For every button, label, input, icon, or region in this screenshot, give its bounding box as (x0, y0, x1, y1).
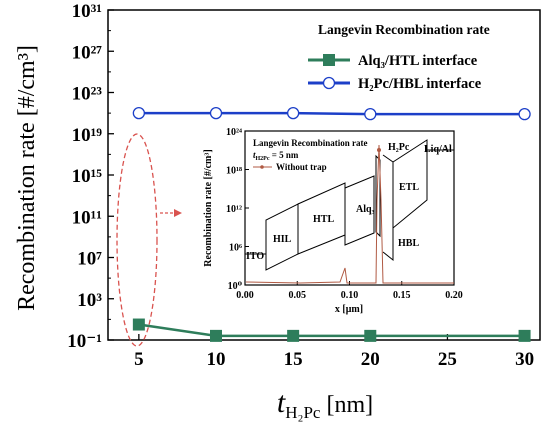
y-tick-label-2: 10⁷ (77, 249, 102, 270)
inset-x-tick-label-4: 0.20 (445, 290, 463, 301)
inset-background (204, 126, 482, 316)
x-tick-label-2: 15 (284, 349, 303, 370)
x-axis-title-sub: H₂Pc (285, 403, 321, 422)
highlight-ellipse (116, 133, 158, 347)
y-tick-label-8: 10³¹ (72, 1, 102, 22)
series-line-1 (138, 111, 525, 116)
series-line-0 (138, 323, 525, 338)
region-label-alq3: Alq₃ (356, 204, 375, 215)
series-0-point-4 (518, 329, 531, 342)
x-tick-label-4: 25 (438, 349, 457, 370)
legend-label-alq3: Alq₃/HTL interface (358, 53, 478, 69)
x-axis-title: tH₂Pc [nm] (277, 386, 373, 422)
series-1-point-1 (209, 106, 223, 120)
inset-y-tick-label-2: 10¹² (226, 204, 242, 215)
inset-y-axis-title: Recombination rate [#/cm³] (203, 149, 214, 266)
inset-x-tick-label-1: 0.05 (289, 290, 307, 301)
x-axis-title-main: t (277, 386, 286, 419)
region-label-hbl: HBL (398, 238, 419, 249)
region-label-ito: ITO (246, 251, 264, 262)
y-tick-label-6: 10²³ (72, 84, 103, 105)
trap-curve (245, 144, 454, 284)
region-label-h2pc: H₂Pc (388, 142, 410, 153)
inset-subtitle-main: t (253, 150, 256, 160)
series-0-point-2 (287, 329, 300, 342)
y-tick-label-1: 10³ (77, 290, 102, 311)
inset-axes: 0.00 0.05 0.10 0.15 0.20 10⁰ 10⁶ 10¹² 10¹⁸ 10²⁴ (226, 127, 463, 301)
series-0-point-3 (364, 329, 377, 342)
y-tick-label-0: 10⁻¹ (67, 331, 102, 352)
region-label-hil: HIL (273, 234, 292, 245)
inset-subtitle-rest: = 5 nm (270, 150, 299, 160)
inset-subtitle: tH2Pc = 5 nm (253, 150, 299, 162)
y-axis-title: Recombination rate [#/cm³] (14, 45, 40, 311)
inset-legend-marker (260, 165, 264, 169)
series-0-point-0 (132, 318, 145, 331)
series-layer (132, 106, 531, 342)
band-etl (392, 139, 428, 230)
series-1-point-4 (518, 108, 531, 121)
region-label-etl: ETL (399, 182, 419, 193)
trap-marker (377, 148, 381, 152)
inset: 0.00 0.05 0.10 0.15 0.20 10⁰ 10⁶ 10¹² 10¹⁸ 10²⁴ L… (203, 126, 482, 316)
series-0-point-1 (210, 329, 222, 342)
annotation-arrow-head (174, 209, 182, 217)
inset-title: Langevin Recombination rate (253, 138, 368, 148)
x-axis-title-unit: [nm] (320, 392, 373, 418)
inset-y-tick-label-1: 10⁶ (229, 243, 242, 254)
series-1-point-0 (132, 106, 146, 120)
inset-x-tick-label-2: 0.10 (341, 290, 359, 301)
y-tick-label-3: 10¹¹ (72, 207, 102, 228)
inset-y-tick-label-4: 10²⁴ (226, 127, 242, 138)
legend: Langevin Recombination rate Alq₃/HTL int… (308, 22, 490, 92)
region-label-liq-al: Liq/Al (424, 144, 452, 155)
inset-subtitle-sub: H2Pc (256, 156, 270, 162)
x-tick-label-1: 10 (207, 349, 226, 370)
legend-label-h2pc: H₂Pc/HBL interface (358, 76, 482, 92)
inset-y-tick-label-3: 10¹⁸ (226, 166, 242, 177)
series-1-point-3 (364, 108, 377, 121)
legend-marker-h2pc (322, 76, 336, 90)
inset-x-tick-label-0: 0.00 (236, 290, 254, 301)
y-tick-label-4: 10¹⁵ (72, 166, 103, 187)
inset-x-axis-title: x [μm] (335, 304, 363, 315)
inset-trap-label: Without trap (276, 162, 327, 172)
band-alq3 (344, 175, 375, 246)
x-tick-label-5: 30 (515, 349, 534, 370)
inset-y-tick-label-0: 10⁰ (228, 281, 243, 292)
region-label-htl: HTL (313, 214, 334, 225)
x-tick-label-3: 20 (361, 349, 380, 370)
y-tick-label-7: 10²⁷ (72, 42, 103, 63)
main-axes: 5 10 15 20 25 30 10⁻¹ 10³ 10⁷ 10¹¹ 10¹⁵ 10¹⁹ 10²³ 10²… (67, 1, 534, 370)
band-diagram (245, 139, 454, 271)
legend-title: Langevin Recombination rate (318, 22, 490, 37)
series-1-point-2 (286, 106, 300, 120)
x-tick-label-0: 5 (134, 349, 144, 370)
legend-marker-alq3 (323, 54, 335, 66)
y-tick-label-5: 10¹⁹ (72, 125, 103, 146)
inset-x-tick-label-3: 0.15 (393, 290, 411, 301)
